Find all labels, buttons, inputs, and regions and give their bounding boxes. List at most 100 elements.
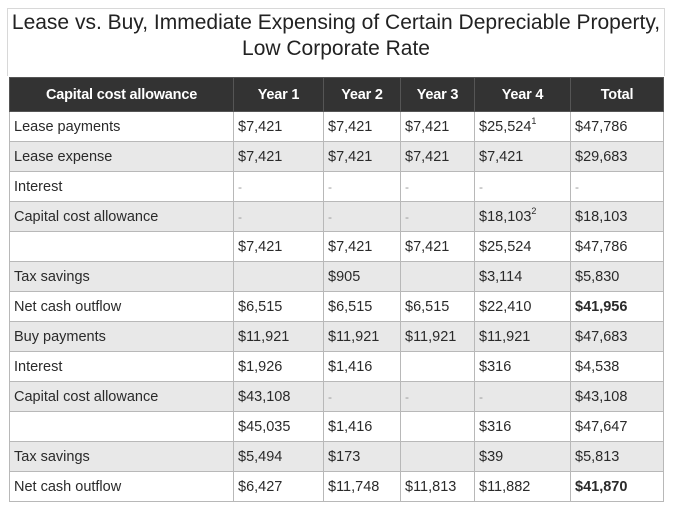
cell-value: $7,421: [405, 238, 450, 255]
cell-value: $7,421: [238, 148, 283, 165]
table-cell: $11,921: [323, 321, 401, 352]
table-cell: $7,421: [323, 231, 401, 262]
cell-value: $11,921: [328, 328, 380, 345]
table-cell: $7,421: [323, 111, 401, 142]
row-label: Net cash outflow: [9, 471, 234, 502]
table-cell: -: [570, 171, 664, 202]
table-cell: $173: [323, 441, 401, 472]
table-cell: $1,416: [323, 351, 401, 382]
column-header-year-1: Year 1: [233, 77, 324, 112]
table-row: Lease expense $7,421 $7,421 $7,421 $7,421 $29…: [9, 141, 664, 172]
cell-value: $43,108: [238, 388, 291, 405]
cell-value: $4,538: [575, 358, 620, 375]
table-cell: $11,921: [233, 321, 324, 352]
cell-value: $25,524: [479, 118, 532, 135]
table-cell: $1,416: [323, 411, 401, 442]
table-cell: $5,830: [570, 261, 664, 292]
cell-value: $41,870: [575, 478, 628, 495]
table-row: Net cash outflow $6,515 $6,515 $6,515 $22,41…: [9, 291, 664, 322]
cell-value: $11,748: [328, 478, 380, 495]
cell-value: -: [405, 389, 409, 404]
cell-value: $41,956: [575, 298, 628, 315]
row-label: Interest: [9, 351, 234, 382]
table-cell: -: [474, 381, 571, 412]
table-cell: $47,786: [570, 231, 664, 262]
cell-value: $7,421: [238, 118, 283, 135]
table-row: Net cash outflow $6,427 $11,748 $11,813 $11,…: [9, 471, 664, 502]
column-header-year-4: Year 4: [474, 77, 571, 112]
cell-value: $22,410: [479, 298, 532, 315]
cell-value: -: [238, 209, 242, 224]
lease-vs-buy-table: Capital cost allowance Year 1 Year 2 Yea…: [9, 77, 664, 502]
table-cell: $18,103: [570, 201, 664, 232]
cell-value: $905: [328, 268, 361, 285]
table-cell: -: [323, 201, 401, 232]
table-cell: $6,515: [400, 291, 475, 322]
table-cell: $41,870: [570, 471, 664, 502]
table-cell: $905: [323, 261, 401, 292]
table-cell: [233, 261, 324, 292]
table-cell: $11,921: [474, 321, 571, 352]
table-cell: $7,421: [400, 111, 475, 142]
table-cell: $7,421: [400, 231, 475, 262]
cell-value: $11,921: [405, 328, 457, 345]
table-cell: $43,108: [233, 381, 324, 412]
header-row: Capital cost allowance Year 1 Year 2 Yea…: [9, 77, 664, 112]
row-label: Buy payments: [9, 321, 234, 352]
table-cell: -: [400, 201, 475, 232]
table-cell: $4,538: [570, 351, 664, 382]
cell-value: $6,427: [238, 478, 283, 495]
table-cell: $6,515: [233, 291, 324, 322]
table-cell: $1,926: [233, 351, 324, 382]
row-label: Capital cost allowance: [9, 201, 234, 232]
cell-value: $47,683: [575, 328, 628, 345]
cell-value: $7,421: [479, 148, 524, 165]
cell-value: $43,108: [575, 388, 628, 405]
cell-value: $29,683: [575, 148, 628, 165]
cell-value: -: [405, 209, 409, 224]
table-cell: $316: [474, 411, 571, 442]
table-cell: $7,421: [474, 141, 571, 172]
table-cell: $6,427: [233, 471, 324, 502]
row-label: Lease payments: [9, 111, 234, 142]
table-cell: $45,035: [233, 411, 324, 442]
cell-value: -: [328, 389, 332, 404]
table-cell: $6,515: [323, 291, 401, 322]
row-label: Capital cost allowance: [9, 381, 234, 412]
cell-value: $11,921: [479, 328, 531, 345]
cell-value: $11,921: [238, 328, 290, 345]
table-cell: $18,1032: [474, 201, 571, 232]
table-cell: [400, 441, 475, 472]
cell-value: $18,103: [479, 208, 532, 225]
table-row: Tax savings $905 $3,114 $5,830: [9, 261, 664, 292]
footnote-marker: 2: [531, 205, 537, 216]
table-cell: -: [323, 381, 401, 412]
table-cell: [400, 261, 475, 292]
column-header-year-2: Year 2: [323, 77, 401, 112]
cell-value: $18,103: [575, 208, 628, 225]
table-cell: -: [474, 171, 571, 202]
table-cell: -: [323, 171, 401, 202]
table-cell: $11,813: [400, 471, 475, 502]
cell-value: $7,421: [328, 148, 373, 165]
table-cell: $47,647: [570, 411, 664, 442]
cell-value: -: [575, 179, 579, 194]
table-cell: $7,421: [233, 141, 324, 172]
table-row: Lease payments $7,421 $7,421 $7,421 $25,5241…: [9, 111, 664, 142]
table-row: Capital cost allowance $43,108- - - $43,108: [9, 381, 664, 412]
column-header-year-3: Year 3: [400, 77, 475, 112]
table-cell: -: [400, 381, 475, 412]
cell-value: $6,515: [405, 298, 450, 315]
cell-value: $6,515: [328, 298, 373, 315]
table-cell: $11,882: [474, 471, 571, 502]
cell-value: $5,494: [238, 448, 283, 465]
cell-value: $7,421: [405, 148, 450, 165]
row-label: [9, 411, 234, 442]
cell-value: $5,830: [575, 268, 620, 285]
footnote-marker: 1: [531, 115, 537, 126]
cell-value: -: [479, 389, 483, 404]
cell-value: $1,926: [238, 358, 283, 375]
cell-value: -: [328, 179, 332, 194]
column-header-total: Total: [570, 77, 664, 112]
